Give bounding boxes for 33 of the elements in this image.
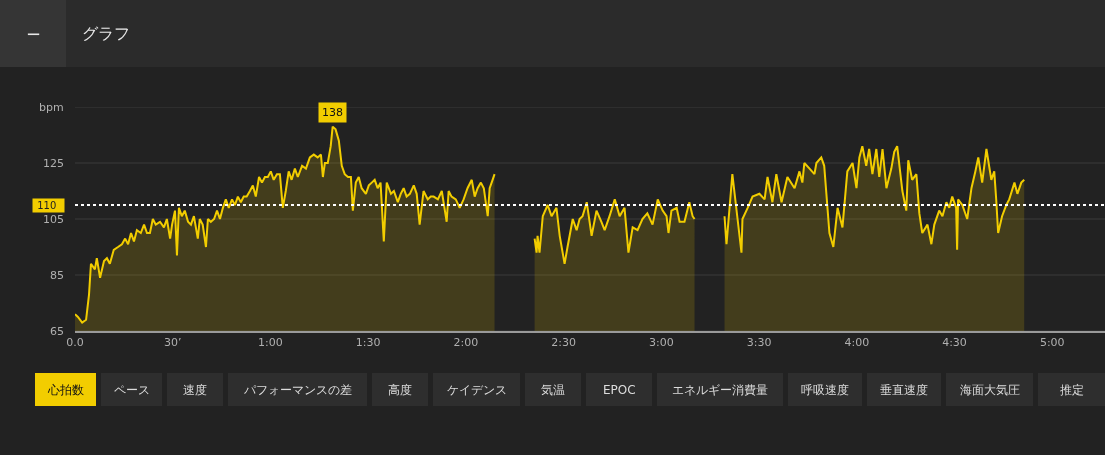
text: エネルギー消費量 — [672, 383, 768, 397]
text: − — [26, 23, 42, 44]
y-tick-label: 85 — [50, 268, 64, 282]
text: パフォーマンスの差 — [243, 383, 352, 397]
text: 推定 — [1060, 383, 1084, 397]
y-tick-label: 105 — [43, 212, 64, 226]
x-tick-label: 4:00 — [844, 336, 870, 350]
x-tick-label: 0.0 — [66, 336, 84, 350]
text: ケイデンス — [447, 383, 507, 397]
x-tick-label: 1:30 — [355, 336, 381, 350]
x-tick-label: 30’ — [163, 336, 182, 350]
annotation: 138 — [322, 106, 343, 119]
text: 気温 — [541, 383, 565, 397]
x-tick-label: 3:00 — [648, 336, 674, 350]
x-tick-label: 4:30 — [942, 336, 967, 350]
y-tick-label: 125 — [43, 156, 64, 170]
x-tick-label: 2:30 — [551, 336, 576, 350]
text: ペース — [114, 383, 150, 397]
text: 海面大気圧 — [960, 383, 1020, 397]
text: 速度 — [183, 383, 207, 397]
chart-title: グラフ — [82, 24, 130, 43]
y-axis-title: bpm — [39, 101, 64, 114]
text: 呼吸速度 — [801, 383, 849, 397]
text: 高度 — [388, 383, 412, 397]
y-tick-label: 65 — [50, 324, 64, 338]
x-tick-label: 2:00 — [453, 336, 479, 350]
x-tick-label: 5:00 — [1039, 336, 1065, 350]
text: EPOC — [603, 383, 636, 397]
x-tick-label: 3:30 — [746, 336, 772, 350]
text: 垂直速度 — [880, 383, 928, 397]
x-tick-label: 1:00 — [258, 336, 283, 350]
ref-line-label: 110 — [34, 200, 63, 211]
text: 心拍数 — [47, 383, 84, 397]
